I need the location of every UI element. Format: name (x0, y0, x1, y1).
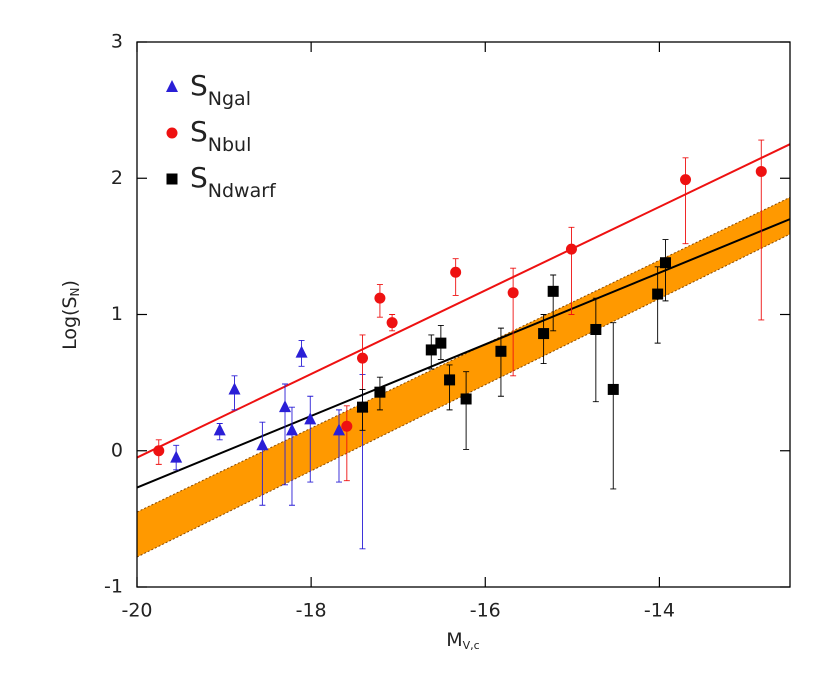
data-point (495, 345, 507, 357)
error-bar (510, 267, 517, 377)
error-bar (446, 364, 453, 411)
fit-line (136, 218, 791, 489)
plot-area (136, 80, 791, 558)
error-bar (497, 327, 504, 397)
y-tick-label: 0 (111, 439, 123, 461)
data-point (153, 445, 165, 457)
y-tick-label: 2 (111, 167, 123, 189)
data-point (444, 374, 456, 386)
y-label-tail: ) (59, 280, 81, 287)
legend-label: SNgal (190, 69, 251, 110)
data-point (295, 345, 308, 358)
x-label-sub: V,c (463, 639, 480, 652)
data-point (547, 285, 559, 297)
error-bar (259, 421, 266, 506)
x-axis-label: MV,c (446, 629, 479, 653)
x-label-main: M (446, 629, 462, 651)
y-tick-label: 3 (111, 31, 123, 53)
error-bar (307, 395, 314, 483)
data-point (565, 243, 577, 255)
data-point (228, 382, 241, 395)
data-point (460, 393, 472, 405)
legend-name: S (190, 115, 208, 148)
data-point (680, 174, 692, 186)
x-tick-label: -14 (644, 600, 675, 622)
data-point (357, 352, 369, 364)
error-bar (550, 274, 557, 332)
legend-label: SNbul (190, 115, 251, 156)
data-point (374, 292, 386, 304)
data-point (285, 423, 298, 436)
legend-name-sub: Ndwarf (208, 180, 277, 202)
data-point (538, 328, 550, 340)
x-tick-label: -16 (470, 600, 501, 622)
data-point (256, 438, 269, 451)
error-bar (662, 239, 669, 302)
data-point (507, 287, 519, 299)
data-point (341, 420, 353, 432)
fit-line (136, 143, 791, 459)
error-bar (654, 266, 661, 344)
data-point (332, 423, 345, 436)
data-point (170, 450, 183, 463)
band-edge (136, 196, 791, 513)
legend-name: S (190, 161, 208, 194)
error-bar (343, 405, 350, 482)
legend-name-sub: Nbul (208, 134, 252, 156)
data-point (279, 400, 292, 413)
y-tick-label: -1 (104, 576, 123, 598)
data-point (450, 266, 462, 278)
data-point (590, 323, 602, 335)
error-bar (568, 226, 575, 315)
data-point (652, 288, 664, 300)
data-point (435, 337, 447, 349)
error-bar (682, 157, 689, 245)
x-tick-label: -20 (121, 600, 152, 622)
x-tick-label: -18 (296, 600, 327, 622)
error-bar (335, 409, 342, 483)
legend-marker (166, 80, 178, 92)
y-tick-label: 1 (111, 303, 123, 325)
data-point (374, 386, 386, 398)
data-point (425, 344, 437, 356)
legend-marker (166, 127, 178, 139)
data-point (607, 383, 619, 395)
legend-name-sub: Ngal (208, 88, 251, 110)
data-point (755, 165, 767, 177)
error-bar (592, 297, 599, 403)
y-axis-label: Log(SN) (59, 280, 82, 350)
legend-marker (166, 173, 178, 185)
data-point (659, 257, 671, 269)
y-label-main: Log(S (59, 296, 81, 349)
data-point (386, 317, 398, 329)
y-label-sub: N (68, 288, 82, 297)
error-bar (463, 371, 470, 450)
data-point (213, 423, 226, 436)
data-point (304, 412, 317, 425)
data-point (357, 401, 369, 413)
legend-name: S (190, 69, 208, 102)
error-bar (610, 322, 617, 490)
legend-label: SNdwarf (190, 161, 277, 202)
